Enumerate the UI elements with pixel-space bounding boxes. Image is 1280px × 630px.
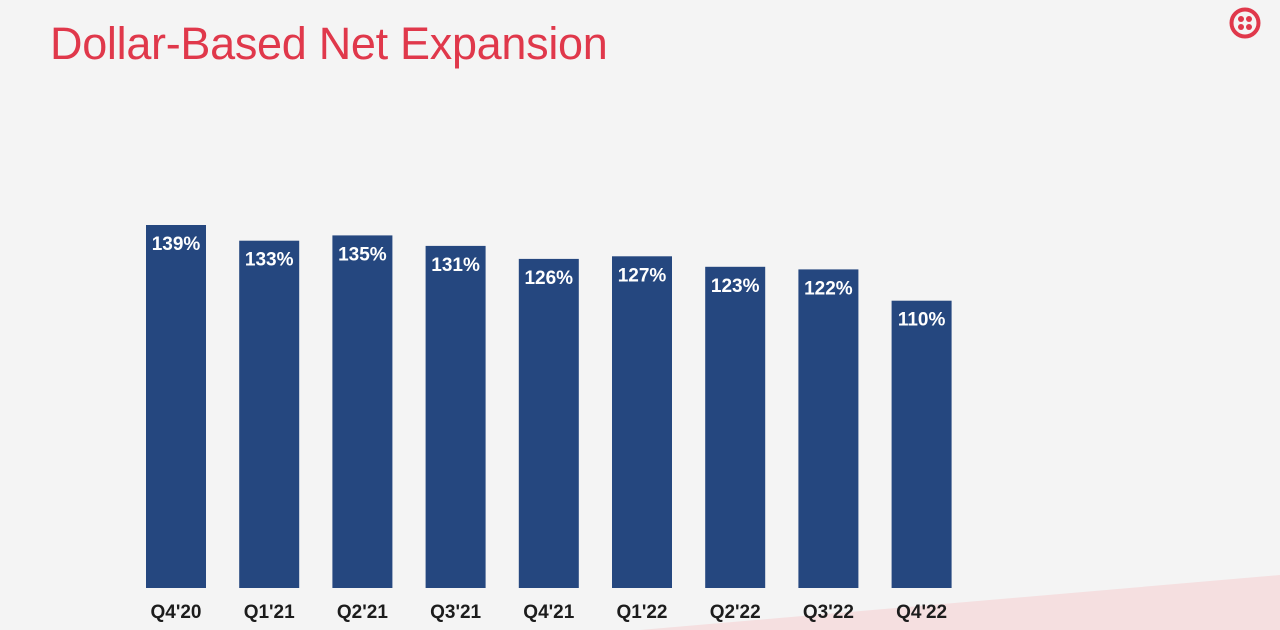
category-label-6: Q2'22 [710,602,761,623]
bar-5 [612,256,672,588]
data-label-4: 126% [524,268,573,289]
category-label-4: Q4'21 [523,602,574,623]
twilio-logo-icon [1229,7,1261,39]
data-label-5: 127% [618,265,667,286]
bar-1 [239,240,300,588]
data-label-0: 139% [152,234,201,255]
data-label-2: 135% [338,244,387,265]
category-label-3: Q3'21 [430,602,481,623]
data-label-7: 122% [804,278,853,299]
data-label-1: 133% [245,250,294,271]
page-title: Dollar-Based Net Expansion [50,18,608,69]
bar-3 [425,245,486,588]
category-label-7: Q3'22 [803,602,854,623]
bar-7 [798,269,859,588]
data-label-6: 123% [711,276,760,297]
category-label-1: Q1'21 [244,602,295,623]
category-label-0: Q4'20 [151,602,202,623]
category-label-2: Q2'21 [337,602,388,623]
data-label-3: 131% [431,255,480,276]
category-label-5: Q1'22 [617,602,668,623]
data-label-8: 110% [898,310,946,331]
category-label-8: Q4'22 [896,602,947,623]
bar-6 [705,266,766,588]
bar-0 [146,225,206,588]
bar-2 [332,235,393,588]
bar-4 [518,258,579,588]
bar-8 [891,300,952,588]
